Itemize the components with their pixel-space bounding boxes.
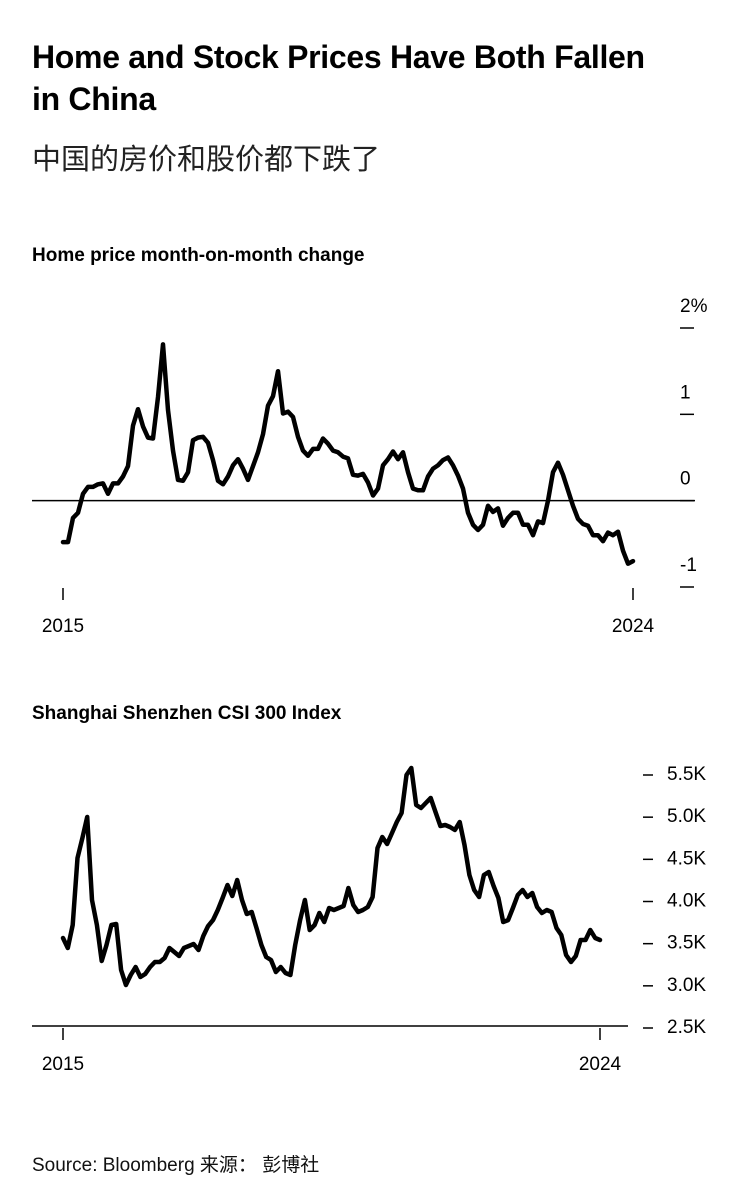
page-title: Home and Stock Prices Have Both Fallen i… <box>32 39 645 117</box>
x-tick-label: 2024 <box>612 616 655 637</box>
chart-title: Home price month-on-month change <box>32 245 365 266</box>
line <box>60 765 603 988</box>
charts: Home price month-on-month change 2% 1 0 -1 20… <box>32 245 708 1075</box>
y-tick-label: 3.5K <box>667 933 706 954</box>
chart-title: Shanghai Shenzhen CSI 300 Index <box>32 703 342 724</box>
y-tick-label: -1 <box>680 555 697 576</box>
y-tick-label: 4.5K <box>667 848 706 869</box>
y-tick-label: 2.5K <box>667 1017 706 1038</box>
x-tick-label: 2015 <box>42 616 84 637</box>
line <box>60 342 636 566</box>
y-tick-label: 0 <box>680 469 691 490</box>
y-tick-label: 3.0K <box>667 975 706 996</box>
page-subtitle: 中国的房价和股价都下跌了 <box>32 142 381 176</box>
x-tick-label: 2015 <box>42 1054 84 1075</box>
y-tick-label: 2% <box>680 296 708 317</box>
y-tick-label: 1 <box>680 382 691 403</box>
source: Source: Bloomberg 来源： 彭博社 <box>32 1155 320 1176</box>
y-tick-label: 5.0K <box>667 806 706 827</box>
y-tick-label: 5.5K <box>667 764 706 785</box>
y-tick-label: 4.0K <box>667 891 706 912</box>
x-tick-label: 2024 <box>579 1054 622 1075</box>
